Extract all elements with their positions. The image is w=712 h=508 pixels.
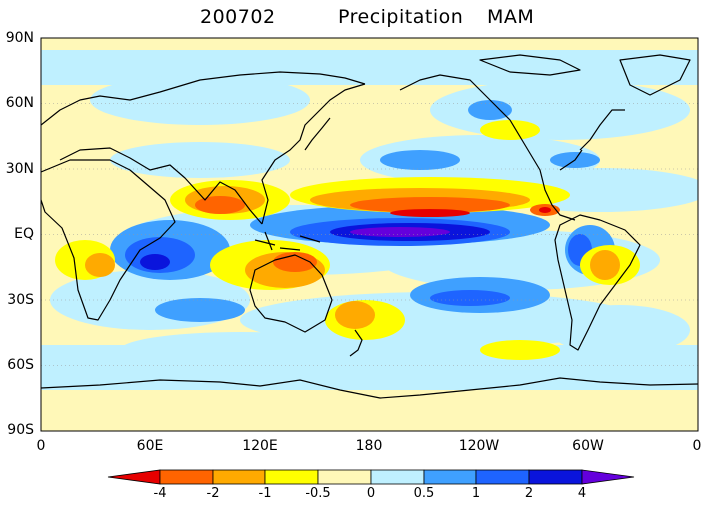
map-frame [40,37,699,432]
anomaly-violet [350,227,450,237]
lon-label-60e: 60E [136,438,164,454]
lat-label-eq: EQ [14,226,34,242]
anomaly-orange [195,196,560,272]
lat-label-60s: 60S [7,357,34,373]
colorbar [107,469,635,485]
anomaly-red [390,207,551,217]
latitude-gridlines [41,103,698,366]
lon-label-0-east: 0 [692,438,702,454]
colorbar-box-5 [370,469,425,485]
colorbar-label-05: 0.5 [413,486,435,501]
colorbar-label-2: 2 [524,486,534,501]
title-date: 200702 [200,6,276,28]
colorbar-label-0: 0 [366,486,376,501]
colorbar-label-4: 4 [577,486,587,501]
colorbar-box-6 [423,469,477,485]
title-variable: Precipitation [338,6,464,28]
lat-label-30n: 30N [5,161,34,177]
lon-label-120e: 120E [242,438,278,454]
lat-label-30s: 30S [7,292,34,308]
colorbar-left-arrow [107,469,161,485]
colorbar-box-8 [528,469,583,485]
colorbar-box-4 [317,469,372,485]
lat-label-90s: 90S [7,422,34,438]
colorbar-label-neg4: -4 [153,486,167,501]
lat-label-60n: 60N [5,95,34,111]
colorbar-box-1 [159,469,214,485]
colorbar-label-neg2: -2 [206,486,220,501]
lon-label-60w: 60W [572,438,604,454]
coastlines [41,54,698,399]
colorbar-box-2 [212,469,266,485]
lon-label-120w: 120W [458,438,500,454]
colorbar-right-arrow [581,469,635,485]
lat-label-90n: 90N [5,30,34,46]
anomaly-field [41,50,698,399]
colorbar-box-7 [475,469,530,485]
colorbar-label-1: 1 [471,486,481,501]
colorbar-label-neg1: -1 [258,486,272,501]
colorbar-box-3 [264,469,319,485]
colorbar-label-neg05: -0.5 [305,486,331,501]
title-season: MAM [487,6,535,28]
lon-label-180: 180 [355,438,383,454]
lon-label-0: 0 [36,438,46,454]
